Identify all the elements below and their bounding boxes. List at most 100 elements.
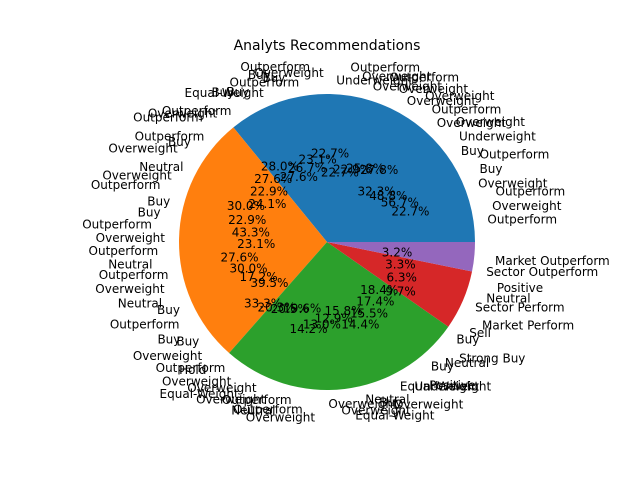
outer-label: Buy [226,85,249,99]
inner-percent-label: 28.0% [261,160,299,174]
inner-percent-label: 9.7% [385,285,416,299]
outer-label: Outperform [135,129,205,143]
inner-percent-label: 30.0% [227,199,265,213]
outer-label: Buy [147,194,170,208]
inner-percent-label: 22.9% [228,213,266,227]
outer-label: Outperform [480,147,550,161]
outer-label: Outperform [496,184,566,198]
outer-label: Overweight [108,142,178,156]
inner-percent-label: 3.2% [382,246,413,260]
inner-percent-label: 22.7% [311,146,349,160]
inner-percent-label: 18.4% [360,283,398,297]
inner-percent-label: 27.8% [360,163,398,177]
outer-label: Outperform [432,102,502,116]
outer-label: Overweight [196,392,266,406]
outer-label: Equal-Weight [400,380,479,394]
outer-label: Neutral [231,403,275,417]
outer-label: Underweight [414,380,491,394]
outer-label: Outperform [350,61,420,75]
inner-percent-label: 19.6% [283,301,321,315]
outer-label: Overweight [373,80,443,94]
outer-label: Buy [176,335,199,349]
outer-label: Outperform [222,393,292,407]
outer-label: Outperform [110,318,180,332]
outer-label: Buy [138,205,161,219]
outer-label: Buy [157,303,180,317]
pie-slice-3 [327,242,473,327]
outer-label: Outperform [240,60,310,74]
outer-label: Market Outperform [495,254,610,268]
outer-label: Neutral [445,356,489,370]
outer-label-layer: OutperformOverweightOutperformOverweight… [82,60,610,425]
outer-label: Equal-Weight [355,409,434,423]
inner-percent-label: 43.3% [232,226,270,240]
inner-percent-label: 25.8% [346,162,384,176]
inner-percent-label: 26.7% [288,161,326,175]
outer-label: Overweight [148,107,218,121]
outer-label: Buy [248,68,271,82]
inner-percent-label: 56.7% [381,196,419,210]
outer-label: Overweight [187,381,257,395]
inner-percent-label: 27.6% [280,170,318,184]
outer-label: Overweight [341,403,411,417]
pie-slices [178,93,475,390]
inner-percent-label: 17.2% [240,270,278,284]
outer-label: Outperform [233,402,303,416]
inner-percent-label: 14.4% [341,317,379,331]
outer-label: Neutral [139,160,183,174]
outer-label: Buy [168,135,191,149]
outer-label: Overweight [456,115,526,129]
pie-slice-1 [178,127,327,354]
outer-label: Sector Outperform [486,265,598,279]
outer-label: Buy [456,333,479,347]
outer-label: Buy [480,162,503,176]
inner-percent-label: 33.3% [244,297,282,311]
inner-percent-label: 20.5% [271,302,309,316]
inner-percent-label: 23.1% [299,153,337,167]
outer-label: Outperform [89,244,159,258]
inner-percent-label: 48.8% [369,189,407,203]
outer-label: Overweight [254,66,324,80]
outer-label: Outperform [91,178,161,192]
outer-label: Buy [262,71,285,85]
outer-label: Overweight [102,168,172,182]
outer-label: Overweight [162,374,232,388]
outer-label: Underweight [459,130,536,144]
outer-label: Outperform [487,213,557,227]
outer-label: Overweight [133,349,203,363]
inner-percent-label: 15.8% [324,304,362,318]
outer-label: Buy [461,144,484,158]
inner-percent-label: 30.0% [229,261,267,275]
inner-percent-label: 27.6% [254,172,292,186]
outer-label: Buy [211,85,234,99]
inner-percent-label: 22.7% [321,165,359,179]
outer-label: Outperform [82,217,152,231]
outer-label: Underweight [336,73,413,87]
pie-slice-4 [327,242,475,272]
outer-label: Sector Perform [475,301,564,315]
outer-label: Outperform [133,110,203,124]
outer-label: Outperform [230,75,300,89]
outer-label: Overweight [394,398,464,412]
outer-label: Hold [179,363,206,377]
inner-percent-label: 22.7% [391,205,429,219]
pie-slice-0 [233,93,475,243]
inner-percent-label: 13.0% [303,318,341,332]
outer-label: Outperform [99,268,169,282]
outer-label: Neutral [118,297,162,311]
inner-label-layer: 22.7%56.7%48.8%32.3%27.8%25.8%22.9%22.7%… [220,146,429,336]
outer-label: Overweight [95,282,165,296]
outer-label: Overweight [492,199,562,213]
outer-label: Overweight [246,411,316,425]
outer-label: Overweight [96,231,166,245]
outer-label: Market Perform [482,318,574,332]
outer-label: Buy [157,333,180,347]
inner-percent-label: 12.9% [315,312,353,326]
outer-label: Overweight [407,94,477,108]
outer-label: Buy [431,359,454,373]
inner-percent-label: 32.3% [358,185,396,199]
outer-label: Overweight [399,82,469,96]
outer-label: Neutral [108,258,152,272]
outer-label: Equal-Weight [185,86,264,100]
